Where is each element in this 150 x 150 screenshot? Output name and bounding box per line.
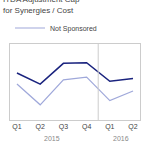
- svg-text:Q1: Q1: [12, 123, 21, 131]
- svg-text:Q1: Q1: [105, 123, 114, 131]
- svg-text:2015: 2015: [44, 135, 60, 142]
- svg-text:Q2: Q2: [36, 123, 45, 131]
- svg-text:Q4: Q4: [82, 123, 91, 131]
- svg-text:Not Sponsored: Not Sponsored: [50, 25, 97, 33]
- svg-text:Q2: Q2: [128, 123, 137, 131]
- svg-text:2016: 2016: [113, 135, 129, 142]
- svg-text:Q3: Q3: [59, 123, 68, 131]
- svg-text:ITDA Adjustment Capfor Synergi: ITDA Adjustment Capfor Synergies / Cost: [3, 0, 80, 15]
